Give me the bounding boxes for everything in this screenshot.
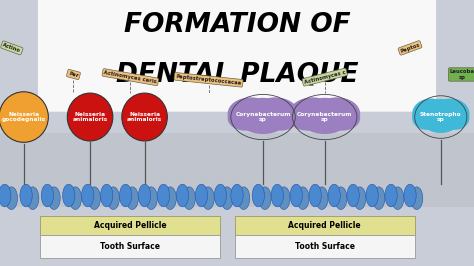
FancyBboxPatch shape (235, 235, 415, 258)
Ellipse shape (404, 184, 416, 207)
Text: Actinomyces c: Actinomyces c (303, 69, 346, 85)
Ellipse shape (392, 187, 404, 210)
Ellipse shape (252, 97, 299, 130)
Ellipse shape (122, 93, 167, 141)
Ellipse shape (301, 105, 349, 134)
Text: Peptos: Peptos (400, 42, 420, 54)
Ellipse shape (107, 187, 119, 210)
Ellipse shape (221, 187, 233, 210)
Ellipse shape (366, 184, 378, 207)
FancyBboxPatch shape (235, 216, 415, 235)
Text: Acquired Pellicle: Acquired Pellicle (94, 221, 167, 230)
Text: Neisseria
animaloris: Neisseria animaloris (73, 112, 108, 122)
Text: Peptostreptococcacae: Peptostreptococcacae (175, 74, 242, 86)
Ellipse shape (441, 106, 469, 130)
Ellipse shape (145, 187, 157, 210)
Text: FORMATION OF: FORMATION OF (124, 12, 350, 38)
Ellipse shape (347, 184, 359, 207)
Text: Acquired Pellicle: Acquired Pellicle (288, 221, 361, 230)
Ellipse shape (314, 97, 360, 130)
Ellipse shape (126, 187, 138, 210)
Ellipse shape (412, 106, 441, 130)
Text: Actinomyces caris: Actinomyces caris (103, 70, 157, 84)
Ellipse shape (88, 187, 100, 210)
Text: Leucoba
sp: Leucoba sp (450, 69, 474, 80)
Ellipse shape (27, 187, 39, 210)
Ellipse shape (289, 106, 325, 131)
Ellipse shape (278, 187, 290, 210)
Ellipse shape (252, 184, 264, 207)
Ellipse shape (385, 184, 397, 207)
Ellipse shape (244, 98, 283, 123)
Ellipse shape (0, 184, 11, 207)
Ellipse shape (138, 184, 151, 207)
Ellipse shape (259, 187, 271, 210)
Ellipse shape (183, 187, 195, 210)
Ellipse shape (325, 106, 360, 131)
Text: Neisseria
gocodegnalis: Neisseria gocodegnalis (1, 112, 46, 122)
Text: Actino: Actino (2, 42, 22, 53)
Ellipse shape (275, 16, 408, 48)
Ellipse shape (157, 184, 170, 207)
Ellipse shape (239, 105, 287, 134)
Ellipse shape (176, 184, 189, 207)
Ellipse shape (425, 99, 456, 122)
Ellipse shape (41, 184, 54, 207)
FancyBboxPatch shape (40, 216, 220, 235)
FancyBboxPatch shape (40, 235, 220, 258)
Ellipse shape (309, 184, 321, 207)
Ellipse shape (69, 187, 82, 210)
Ellipse shape (48, 187, 60, 210)
Ellipse shape (432, 98, 469, 129)
Ellipse shape (63, 184, 75, 207)
Text: Corynebacterum
sp: Corynebacterum sp (236, 112, 291, 122)
Ellipse shape (316, 187, 328, 210)
Ellipse shape (271, 184, 283, 207)
Ellipse shape (373, 187, 385, 210)
Text: DENTAL PLAQUE: DENTAL PLAQUE (116, 61, 358, 88)
Ellipse shape (228, 97, 274, 130)
Ellipse shape (195, 184, 208, 207)
Ellipse shape (410, 187, 423, 210)
Ellipse shape (214, 184, 227, 207)
Text: Per: Per (68, 71, 79, 78)
Ellipse shape (263, 106, 299, 131)
Ellipse shape (164, 187, 176, 210)
Ellipse shape (290, 184, 302, 207)
Ellipse shape (20, 184, 32, 207)
Ellipse shape (412, 98, 450, 129)
FancyBboxPatch shape (0, 133, 474, 207)
Ellipse shape (67, 93, 113, 141)
Text: Tooth Surface: Tooth Surface (295, 242, 355, 251)
Ellipse shape (119, 184, 132, 207)
Ellipse shape (228, 106, 263, 131)
Text: Stenotropho
sp: Stenotropho sp (420, 112, 462, 122)
Ellipse shape (305, 98, 344, 123)
Ellipse shape (5, 187, 18, 210)
Ellipse shape (231, 184, 243, 207)
Ellipse shape (0, 92, 48, 142)
Ellipse shape (421, 105, 460, 133)
Ellipse shape (82, 184, 94, 207)
Ellipse shape (202, 187, 214, 210)
Ellipse shape (289, 97, 336, 130)
Ellipse shape (100, 184, 113, 207)
Text: Tooth Surface: Tooth Surface (100, 242, 160, 251)
Ellipse shape (297, 187, 309, 210)
Ellipse shape (237, 187, 250, 210)
Ellipse shape (328, 184, 340, 207)
Text: Corynebacterum
sp: Corynebacterum sp (297, 112, 352, 122)
Ellipse shape (335, 187, 347, 210)
Text: Neisseria
animaloris: Neisseria animaloris (127, 112, 162, 122)
FancyBboxPatch shape (38, 0, 436, 112)
Ellipse shape (354, 187, 366, 210)
